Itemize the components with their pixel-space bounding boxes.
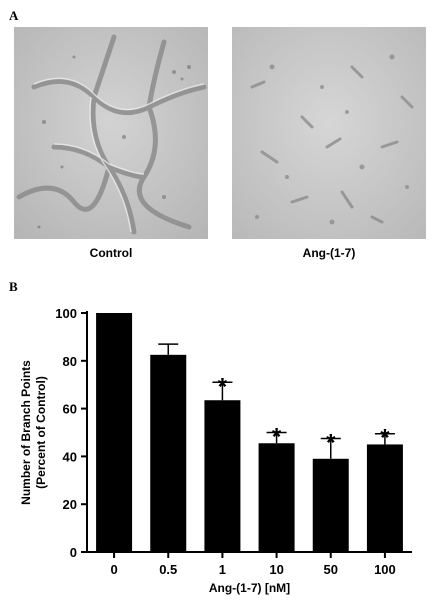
micrograph-treated-image	[232, 27, 426, 239]
chart-error-bars	[158, 343, 395, 459]
chart-axes	[81, 311, 412, 558]
panel-a-letter: A	[9, 8, 19, 23]
significance-star: *	[218, 373, 228, 400]
chart-tick-labels: 0 20 40 60 80 100 0 0.5 1 10 50 100	[55, 306, 395, 577]
significance-star: *	[272, 424, 282, 451]
bar	[312, 458, 349, 552]
significance-star: *	[380, 425, 390, 452]
bar	[258, 443, 295, 552]
significance-star: *	[326, 429, 336, 456]
y-tick-label: 20	[63, 497, 77, 512]
bar	[204, 400, 241, 552]
y-axis-title-line-2: (Percent of Control)	[34, 376, 48, 489]
bar	[96, 313, 133, 552]
x-tick-label: 10	[269, 562, 283, 577]
y-axis-title-line-1: Number of Branch Points	[19, 360, 33, 505]
x-tick-label: 0	[110, 562, 117, 577]
x-tick-label: 1	[219, 562, 226, 577]
y-tick-label: 0	[70, 545, 77, 560]
x-tick-label: 100	[374, 562, 396, 577]
x-tick-label: 0.5	[159, 562, 177, 577]
panel-b-letter: B	[9, 279, 18, 294]
y-tick-label: 100	[55, 306, 77, 321]
bar-chart: * * * * 0 20 40 60 80 100 0 0.5 1 10 50 100 Number of …	[19, 306, 412, 595]
x-tick-label: 50	[324, 562, 338, 577]
micrograph-control-image	[14, 27, 208, 239]
micrograph-treated	[232, 27, 426, 239]
micrograph-treated-label: Ang-(1-7)	[302, 246, 356, 260]
chart-significance-markers: * * * *	[218, 373, 390, 456]
bar	[366, 444, 403, 552]
y-tick-label: 80	[63, 354, 77, 369]
chart-bars	[96, 313, 403, 552]
x-axis-title: Ang-(1-7) [nM]	[209, 581, 290, 595]
micrograph-control	[14, 27, 208, 239]
bar	[150, 354, 187, 552]
micrograph-control-label: Control	[89, 246, 133, 260]
y-tick-label: 40	[63, 449, 77, 464]
y-tick-label: 60	[63, 402, 77, 417]
